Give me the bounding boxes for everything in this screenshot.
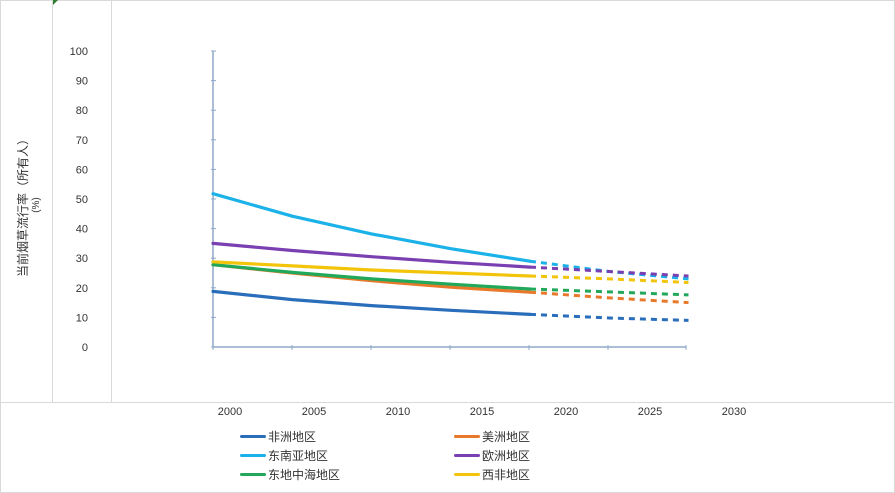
x-tick-label: 2030 xyxy=(722,406,746,418)
legend-swatch xyxy=(454,472,480,476)
legend-swatch xyxy=(240,472,266,476)
panel-divider-left xyxy=(52,0,53,402)
legend-item: 美洲地区 xyxy=(454,428,530,444)
y-tick-label: 100 xyxy=(70,46,88,58)
series-line-observed xyxy=(211,192,532,263)
y-tick-label: 30 xyxy=(76,253,88,265)
y-tick-label: 90 xyxy=(76,76,88,88)
series-line-projected xyxy=(529,265,689,278)
legend-item: 东地中海地区 xyxy=(240,466,340,482)
legend-swatch xyxy=(454,434,480,438)
legend-label: 西非地区 xyxy=(482,467,531,482)
series-line-observed xyxy=(211,263,532,291)
legend-item: 东南亚地区 xyxy=(240,447,328,463)
x-tick-label: 2005 xyxy=(302,406,326,418)
series-line-observed xyxy=(211,289,532,316)
y-tick-label: 60 xyxy=(76,164,88,176)
series-line-projected xyxy=(529,312,689,322)
series-line-projected xyxy=(529,290,689,305)
y-tick-label: 20 xyxy=(76,283,88,295)
legend-swatch xyxy=(240,453,266,457)
legend-item: 西非地区 xyxy=(454,466,530,482)
x-tick-label: 2010 xyxy=(386,406,410,418)
series-line-projected xyxy=(529,287,689,297)
x-tick-label: 2020 xyxy=(554,406,578,418)
y-tick-label: 10 xyxy=(76,312,88,324)
y-tick-label: 50 xyxy=(76,194,88,206)
legend-item: 欧洲地区 xyxy=(454,447,530,463)
y-tick-label: 40 xyxy=(76,224,88,236)
legend-label: 东南亚地区 xyxy=(268,448,329,463)
legend-label: 美洲地区 xyxy=(482,429,531,444)
x-tick-label: 2015 xyxy=(470,406,494,418)
legend-swatch xyxy=(454,453,480,457)
panel-divider-right xyxy=(111,0,112,402)
legend-item: 非洲地区 xyxy=(240,428,316,444)
x-tick-label: 2000 xyxy=(218,406,242,418)
x-tick-label: 2025 xyxy=(638,406,662,418)
series-line-projected xyxy=(529,274,689,284)
y-tick-label: 80 xyxy=(76,105,88,117)
series-line-observed xyxy=(211,260,532,278)
legend-label: 东地中海地区 xyxy=(268,467,341,482)
y-tick-label: 70 xyxy=(76,135,88,147)
series-line-observed xyxy=(211,241,532,269)
y-tick-label: 0 xyxy=(82,342,88,354)
legend-label: 非洲地区 xyxy=(268,429,317,444)
legend-label: 欧洲地区 xyxy=(482,448,531,463)
legend-swatch xyxy=(240,434,266,438)
panel-divider-bottom xyxy=(0,402,893,403)
corner-marker xyxy=(52,0,58,6)
